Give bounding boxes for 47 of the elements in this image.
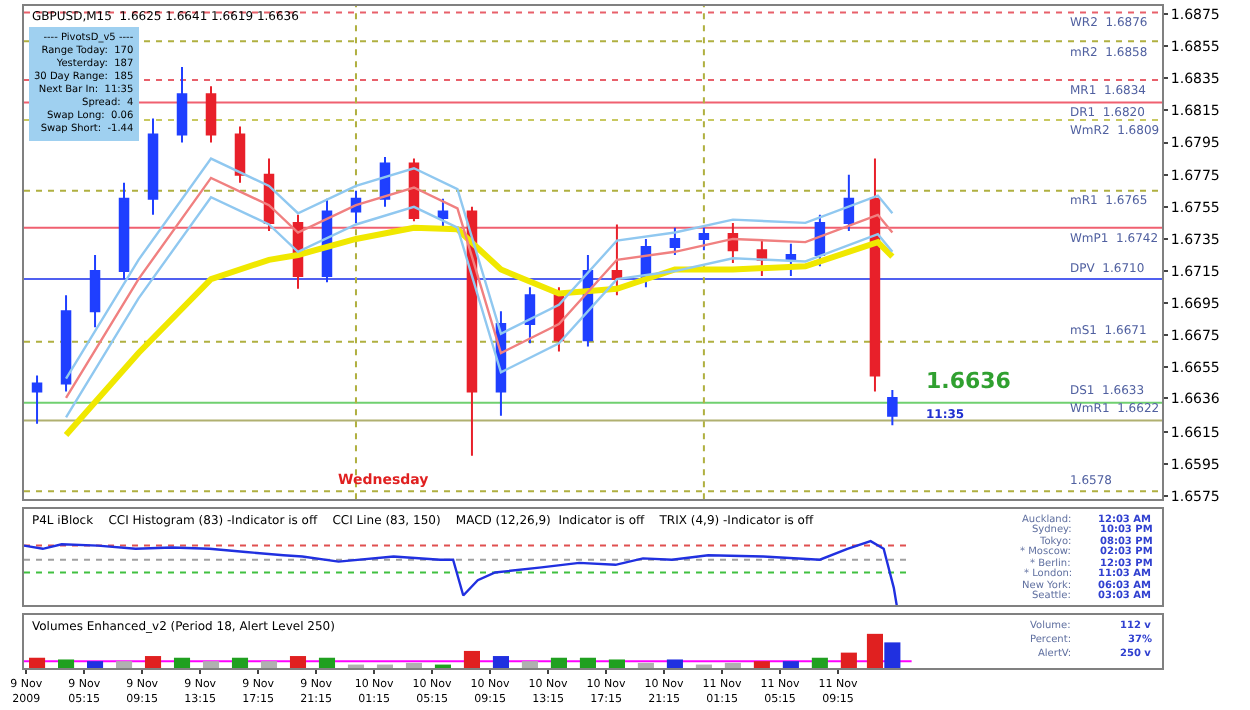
bar [521, 661, 538, 668]
bar [318, 657, 336, 668]
candlestick [147, 117, 159, 216]
candlestick [727, 221, 739, 265]
bar [289, 656, 307, 668]
bar [550, 657, 567, 668]
bar [866, 633, 884, 668]
candlestick [205, 85, 217, 144]
bar [173, 657, 191, 668]
bar [231, 657, 249, 668]
bar [724, 662, 741, 668]
bar [202, 661, 220, 668]
candlestick [524, 286, 536, 345]
bar [840, 652, 857, 668]
line-series [64, 157, 894, 380]
bar [115, 661, 133, 668]
line-series [64, 176, 894, 400]
bar [608, 659, 625, 668]
bar [57, 659, 75, 668]
candlestick [176, 66, 188, 144]
candlestick [60, 294, 72, 393]
line-series [64, 195, 894, 419]
bar [29, 657, 46, 668]
candlestick [89, 254, 101, 329]
candlestick [869, 157, 881, 393]
bar [579, 657, 596, 668]
bar [492, 656, 509, 668]
bar [884, 642, 901, 668]
candlestick [669, 226, 681, 256]
bar [260, 661, 278, 668]
bar [144, 656, 162, 668]
candlestick [887, 388, 898, 427]
bar [666, 659, 683, 668]
annotation: 1.6636 [926, 368, 1012, 394]
bar [782, 661, 799, 668]
candlestick [698, 226, 710, 252]
candlestick [118, 181, 130, 281]
bar [637, 662, 654, 668]
candlestick [234, 125, 246, 184]
bar [86, 661, 104, 668]
candlestick [611, 223, 623, 297]
bar [753, 661, 770, 668]
bar [405, 662, 423, 668]
bar [463, 650, 480, 668]
line-series [63, 224, 896, 438]
bar [811, 657, 828, 668]
candlestick [31, 374, 43, 425]
